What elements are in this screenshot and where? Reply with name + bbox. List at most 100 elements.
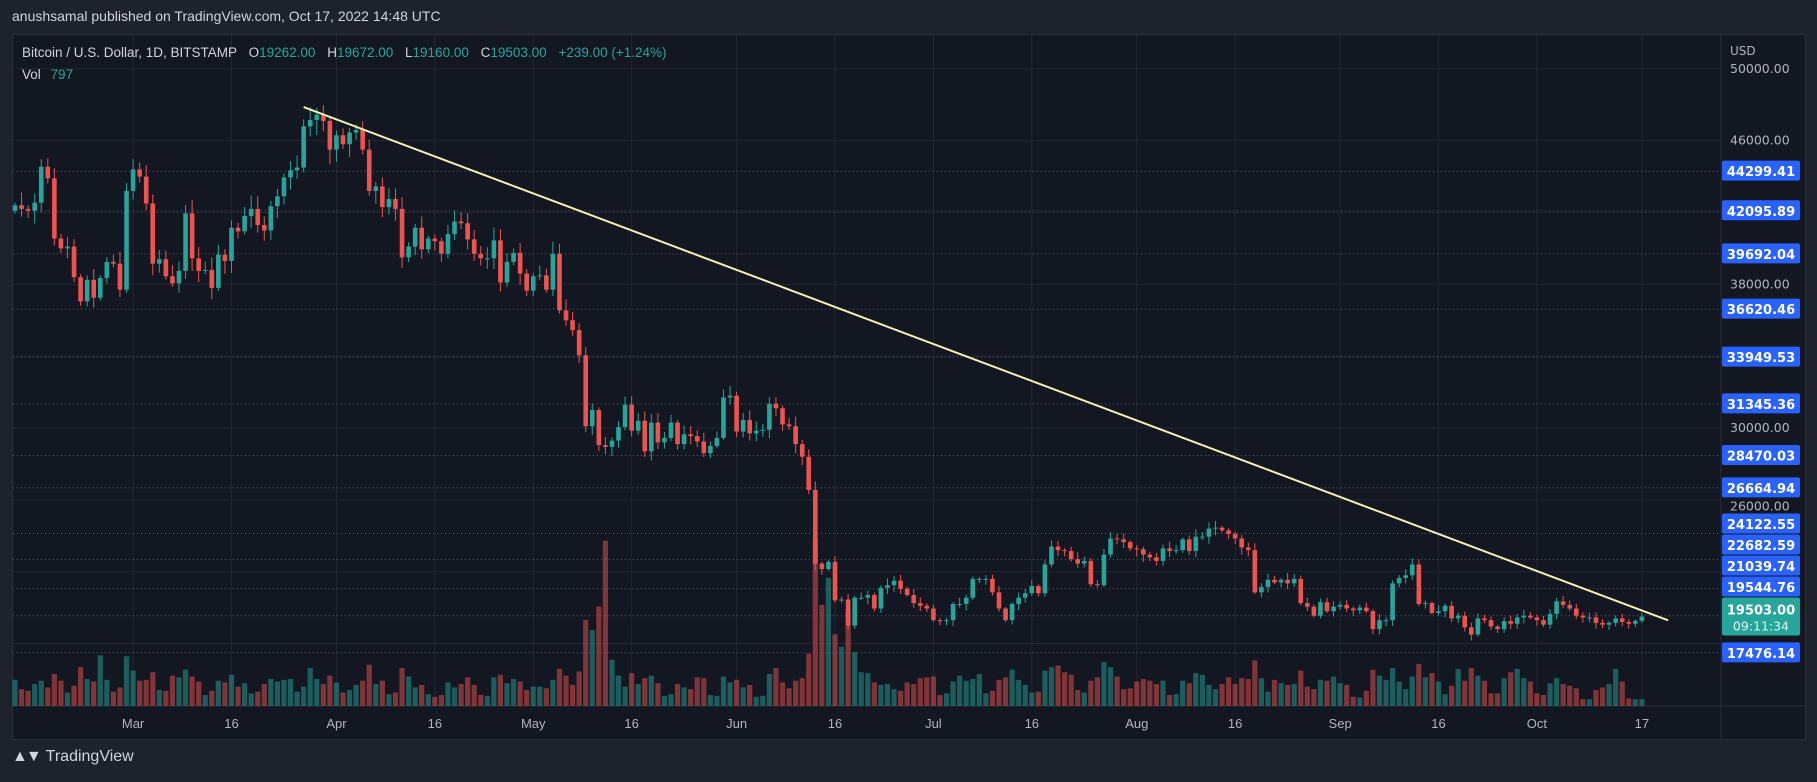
candle[interactable]: [1147, 554, 1153, 558]
candle[interactable]: [1324, 602, 1330, 612]
candle[interactable]: [675, 422, 680, 445]
candle[interactable]: [1528, 615, 1533, 618]
candle[interactable]: [694, 436, 700, 442]
candle[interactable]: [1259, 586, 1264, 593]
candle[interactable]: [1108, 538, 1113, 555]
candle[interactable]: [544, 275, 549, 290]
candle[interactable]: [1272, 579, 1277, 583]
candle[interactable]: [760, 429, 766, 431]
candle[interactable]: [583, 355, 589, 427]
candle[interactable]: [1442, 605, 1448, 612]
candle[interactable]: [1285, 579, 1290, 584]
candle[interactable]: [216, 254, 221, 288]
candle[interactable]: [314, 114, 320, 120]
candle[interactable]: [576, 330, 582, 356]
candle[interactable]: [1541, 620, 1546, 625]
candle[interactable]: [1377, 620, 1382, 630]
candle[interactable]: [52, 178, 57, 239]
candle[interactable]: [996, 592, 1002, 609]
candle[interactable]: [1573, 608, 1579, 616]
candle[interactable]: [261, 225, 267, 231]
candle[interactable]: [1436, 611, 1441, 613]
candle[interactable]: [1245, 547, 1251, 551]
candle[interactable]: [170, 276, 175, 284]
candle[interactable]: [1278, 579, 1284, 583]
candle[interactable]: [1626, 621, 1632, 624]
candle[interactable]: [1521, 615, 1527, 618]
candle[interactable]: [1613, 618, 1618, 623]
candle[interactable]: [813, 489, 818, 564]
candle[interactable]: [45, 166, 51, 179]
candle[interactable]: [1606, 622, 1612, 625]
candle[interactable]: [826, 561, 831, 569]
candle[interactable]: [622, 404, 628, 428]
candle[interactable]: [1081, 560, 1087, 564]
candle[interactable]: [485, 258, 490, 260]
candle[interactable]: [130, 169, 136, 191]
candle[interactable]: [924, 605, 930, 609]
candle[interactable]: [885, 585, 890, 588]
candle[interactable]: [143, 176, 149, 204]
candle[interactable]: [458, 221, 464, 224]
candle[interactable]: [708, 445, 713, 454]
candle[interactable]: [970, 578, 976, 598]
candle[interactable]: [727, 395, 733, 398]
candle[interactable]: [688, 434, 693, 437]
candle[interactable]: [347, 132, 352, 145]
candle[interactable]: [478, 253, 484, 259]
candle[interactable]: [1265, 579, 1271, 587]
candle[interactable]: [1042, 564, 1048, 594]
candle[interactable]: [1226, 530, 1231, 534]
candle[interactable]: [248, 208, 254, 217]
candle[interactable]: [977, 578, 982, 580]
candle[interactable]: [334, 135, 339, 150]
candle[interactable]: [1475, 618, 1481, 635]
candle[interactable]: [104, 261, 110, 279]
candle[interactable]: [504, 261, 510, 283]
candle[interactable]: [957, 604, 962, 606]
candle[interactable]: [878, 587, 884, 609]
candle[interactable]: [1291, 578, 1297, 584]
candle[interactable]: [1311, 606, 1317, 616]
candle[interactable]: [1482, 618, 1487, 621]
candle[interactable]: [1429, 603, 1435, 613]
candle[interactable]: [439, 241, 444, 254]
candle[interactable]: [629, 404, 634, 431]
candle[interactable]: [301, 126, 306, 168]
candle[interactable]: [157, 259, 162, 264]
candle[interactable]: [189, 213, 195, 259]
candle[interactable]: [917, 603, 923, 606]
candle[interactable]: [1469, 627, 1474, 635]
candle[interactable]: [366, 149, 372, 191]
candle[interactable]: [937, 620, 943, 622]
candle[interactable]: [1095, 584, 1100, 586]
candle[interactable]: [570, 320, 575, 331]
candle[interactable]: [1560, 601, 1566, 605]
candle[interactable]: [1252, 550, 1258, 593]
candle[interactable]: [1409, 564, 1415, 576]
candle[interactable]: [340, 135, 346, 145]
candle[interactable]: [990, 578, 995, 593]
candle[interactable]: [111, 261, 116, 264]
candle[interactable]: [819, 563, 825, 569]
candle[interactable]: [1055, 546, 1061, 551]
candle[interactable]: [353, 129, 359, 133]
candle[interactable]: [1121, 539, 1126, 543]
candle[interactable]: [1114, 538, 1120, 540]
candle[interactable]: [235, 227, 241, 232]
candle[interactable]: [1403, 575, 1409, 578]
candle[interactable]: [1633, 620, 1638, 624]
candle[interactable]: [202, 269, 208, 271]
footer-brand[interactable]: ▲▼ TradingView: [12, 748, 134, 766]
candle[interactable]: [425, 238, 431, 250]
candle[interactable]: [1416, 564, 1422, 605]
candle[interactable]: [681, 434, 687, 445]
candle[interactable]: [1357, 607, 1363, 611]
candle[interactable]: [740, 419, 746, 432]
candle[interactable]: [596, 410, 602, 446]
candle[interactable]: [806, 456, 812, 490]
candle[interactable]: [655, 422, 661, 443]
candle[interactable]: [511, 252, 516, 262]
candle[interactable]: [793, 426, 798, 445]
candle[interactable]: [1600, 622, 1605, 625]
